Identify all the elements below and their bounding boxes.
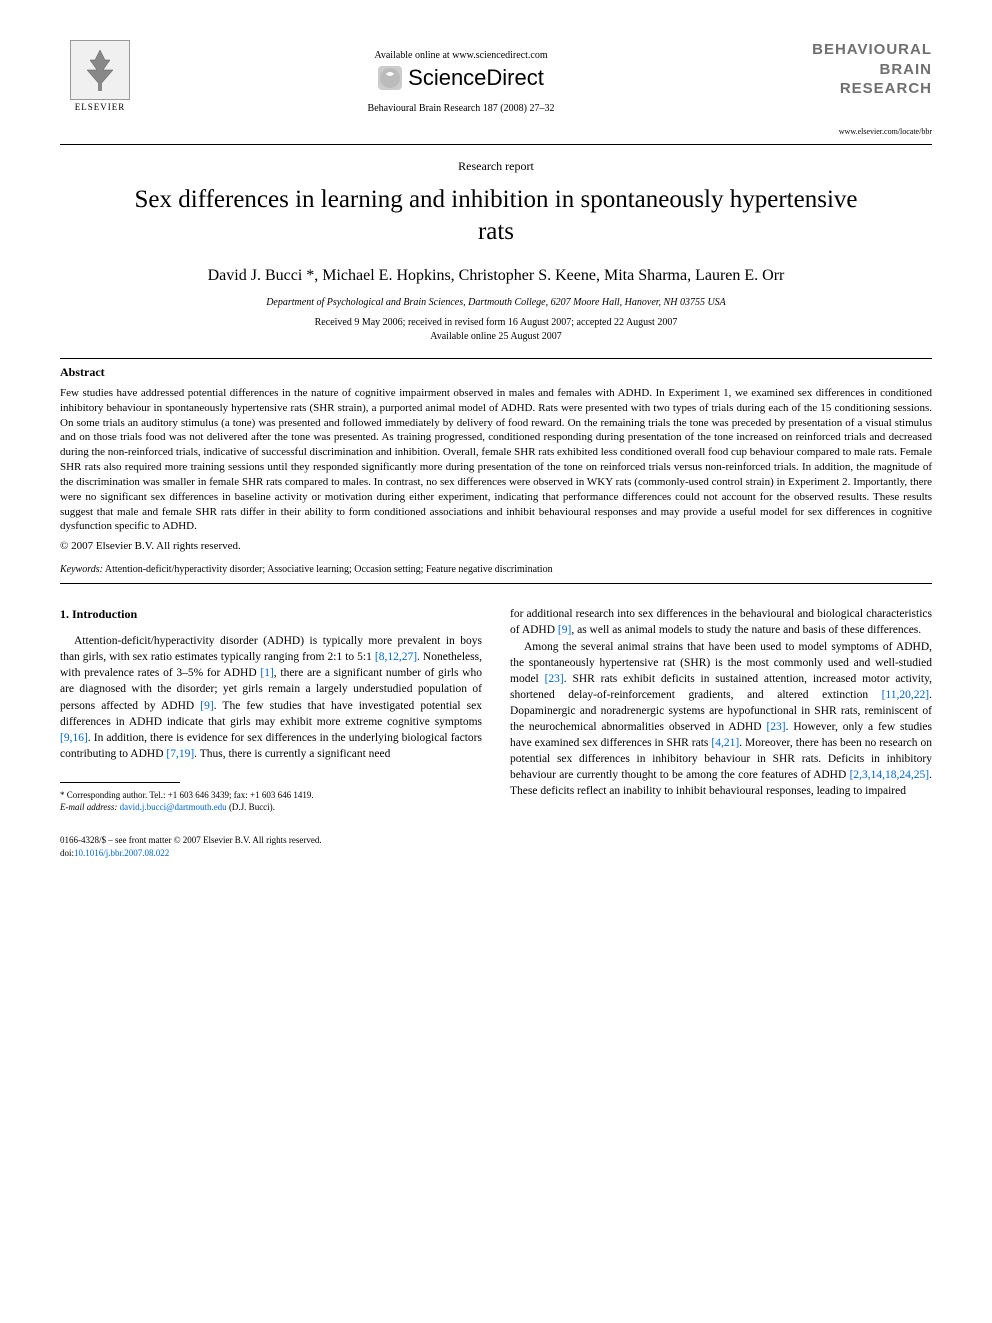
elsevier-logo: ELSEVIER [60,40,140,112]
footnote-corr: * Corresponding author. Tel.: +1 603 646… [60,789,482,802]
ref-link[interactable]: [4,21] [711,737,739,749]
ref-link[interactable]: [1] [260,667,273,679]
email-suffix: (D.J. Bucci). [229,802,275,812]
journal-reference: Behavioural Brain Research 187 (2008) 27… [140,103,782,114]
doi-link[interactable]: 10.1016/j.bbr.2007.08.022 [74,848,169,858]
journal-name-line1: BEHAVIOURAL [782,40,932,60]
abstract-heading: Abstract [60,365,932,380]
ref-link[interactable]: [23] [766,721,785,733]
journal-url: www.elsevier.com/locate/bbr [782,127,932,136]
authors: David J. Bucci *, Michael E. Hopkins, Ch… [60,265,932,287]
section-heading-intro: 1. Introduction [60,606,482,623]
footnote-separator [60,782,180,783]
doi-label: doi: [60,848,74,858]
journal-logo-block: BEHAVIOURAL BRAIN RESEARCH www.elsevier.… [782,40,932,136]
intro-paragraph-1: Attention-deficit/hyperactivity disorder… [60,633,482,762]
elsevier-label: ELSEVIER [75,102,126,112]
dates-line1: Received 9 May 2006; received in revised… [60,316,932,330]
available-online-text: Available online at www.sciencedirect.co… [140,50,782,61]
divider-abstract-bottom [60,583,932,584]
article-title: Sex differences in learning and inhibiti… [120,184,872,249]
intro-paragraph-2: Among the several animal strains that ha… [510,639,932,800]
divider-top [60,144,932,145]
ref-link[interactable]: [9] [558,624,571,636]
footer: 0166-4328/$ – see front matter © 2007 El… [60,834,932,859]
journal-name-line2: BRAIN [782,60,932,80]
body-columns: 1. Introduction Attention-deficit/hypera… [60,606,932,814]
footer-doi-row: doi:10.1016/j.bbr.2007.08.022 [60,847,932,860]
corresponding-author-footnote: * Corresponding author. Tel.: +1 603 646… [60,789,482,814]
keywords-text: Attention-deficit/hyperactivity disorder… [105,564,553,575]
divider-abstract-top [60,358,932,359]
dates-line2: Available online 25 August 2007 [60,330,932,344]
ref-link[interactable]: [9] [200,700,213,712]
sciencedirect-text: ScienceDirect [408,65,544,91]
ref-link[interactable]: [2,3,14,18,24,25] [850,769,930,781]
column-left: 1. Introduction Attention-deficit/hypera… [60,606,482,814]
ref-link[interactable]: [7,19] [166,748,194,760]
center-header: Available online at www.sciencedirect.co… [140,40,782,114]
abstract-text: Few studies have addressed potential dif… [60,386,932,534]
ref-link[interactable]: [11,20,22] [882,689,929,701]
article-dates: Received 9 May 2006; received in revised… [60,316,932,344]
keywords-label: Keywords: [60,564,103,575]
email-label: E-mail address: [60,802,117,812]
header-row: ELSEVIER Available online at www.science… [60,40,932,136]
article-type: Research report [60,159,932,174]
sciencedirect-logo: ScienceDirect [140,65,782,91]
ref-link[interactable]: [8,12,27] [375,651,417,663]
email-link[interactable]: david.j.bucci@dartmouth.edu [120,802,227,812]
affiliation: Department of Psychological and Brain Sc… [60,297,932,308]
abstract-copyright: © 2007 Elsevier B.V. All rights reserved… [60,540,932,552]
intro-paragraph-1-cont: for additional research into sex differe… [510,606,932,638]
ref-link[interactable]: [23] [545,673,564,685]
footer-copyright: 0166-4328/$ – see front matter © 2007 El… [60,834,932,847]
keywords-row: Keywords: Attention-deficit/hyperactivit… [60,564,932,575]
sciencedirect-icon [378,66,402,90]
ref-link[interactable]: [9,16] [60,732,88,744]
journal-name-line3: RESEARCH [782,79,932,99]
footnote-email-row: E-mail address: david.j.bucci@dartmouth.… [60,801,482,814]
column-right: for additional research into sex differe… [510,606,932,814]
elsevier-tree-icon [70,40,130,100]
